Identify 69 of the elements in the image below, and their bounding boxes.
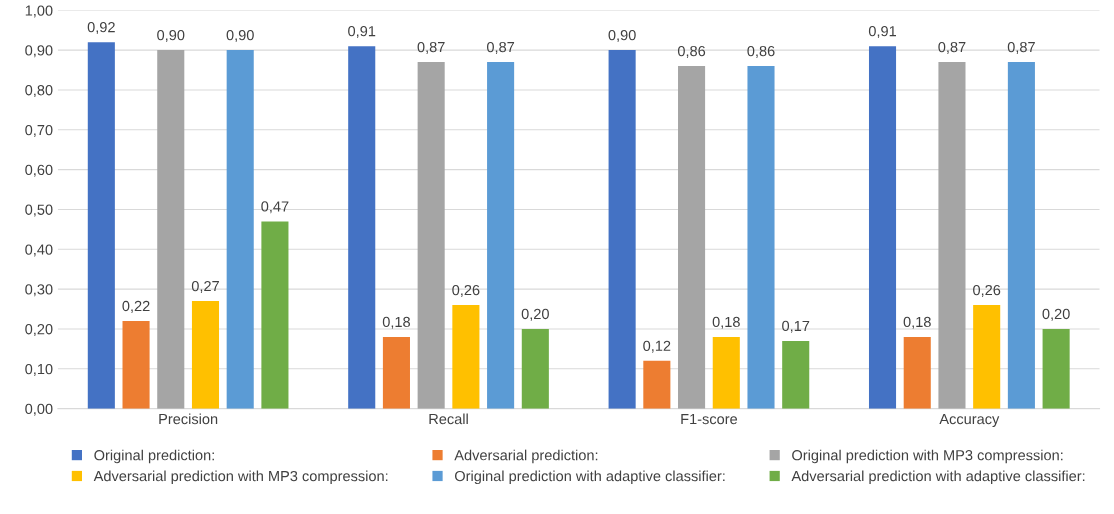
data-label: 0,20 [1042,308,1070,321]
data-label: 0,87 [417,41,445,54]
y-tick-label: 0,50 [25,204,53,217]
data-label: 0,17 [782,320,810,333]
data-label: 0,18 [903,316,931,329]
y-tick-label: 0,70 [25,124,53,137]
bar [157,50,185,409]
data-label: 0,12 [643,340,671,353]
bar [747,66,775,409]
data-label: 0,26 [973,284,1001,297]
legend-label: Adversarial prediction with adaptive classifier: [791,470,1085,485]
y-tick-label: 0,10 [25,363,53,376]
bar [1042,328,1070,409]
bar [226,50,254,409]
data-label: 0,90 [608,29,636,43]
data-label: 0,86 [677,45,706,58]
bar [903,336,931,409]
bar [382,336,410,409]
legend-label: Adversarial prediction with MP3 compression: [93,470,388,485]
data-label: 0,26 [452,284,480,297]
data-label: 0,90 [226,29,254,43]
bar [261,221,289,409]
data-label: 0,90 [157,29,185,43]
y-tick-label: 0,90 [25,45,53,58]
bar [678,66,706,409]
data-label: 0,18 [382,316,410,329]
data-label: 0,18 [712,316,740,329]
legend-label: Adversarial prediction: [454,449,598,464]
data-label: 0,87 [938,41,966,54]
y-tick-label: 1,00 [25,5,53,18]
data-label: 0,27 [191,280,219,293]
y-tick-label: 0,40 [25,244,53,257]
bar [191,301,220,409]
bar [87,42,115,409]
data-label: 0,87 [486,41,515,54]
data-label: 0,91 [348,25,376,39]
x-tick-label: F1-score [681,414,738,425]
data-label: 0,20 [521,308,549,321]
data-label: 0,22 [122,300,150,313]
y-tick-label: 0,30 [25,284,53,297]
data-label: 0,92 [87,21,115,35]
data-label: 0,86 [747,45,775,58]
y-tick-label: 0,60 [25,164,53,177]
bar [712,336,740,409]
bar [417,62,445,409]
x-tick-label: Recall [429,413,468,425]
bar [973,305,1001,409]
data-label: 0,91 [868,25,896,39]
bar [521,328,549,409]
bar [608,50,636,409]
bar [348,46,376,409]
bar [1007,62,1035,409]
legend-label: Original prediction: [94,449,214,464]
data-label: 0,47 [261,201,289,214]
legend-label: Original prediction with MP3 compression: [792,449,1063,464]
bar [643,360,671,409]
y-tick-label: 0,20 [25,324,53,337]
legend-label: Original prediction with adaptive classifier: [454,470,725,485]
bar [938,62,966,409]
x-tick-label: Precision [159,413,218,425]
bar [868,46,897,409]
bar [452,305,480,409]
bar [487,62,515,409]
y-tick-label: 0,00 [25,403,53,416]
x-tick-label: Accuracy [939,414,1000,428]
data-label: 0,87 [1007,41,1035,54]
y-tick-label: 0,80 [25,85,53,98]
bar [782,340,810,409]
bar [122,320,150,409]
